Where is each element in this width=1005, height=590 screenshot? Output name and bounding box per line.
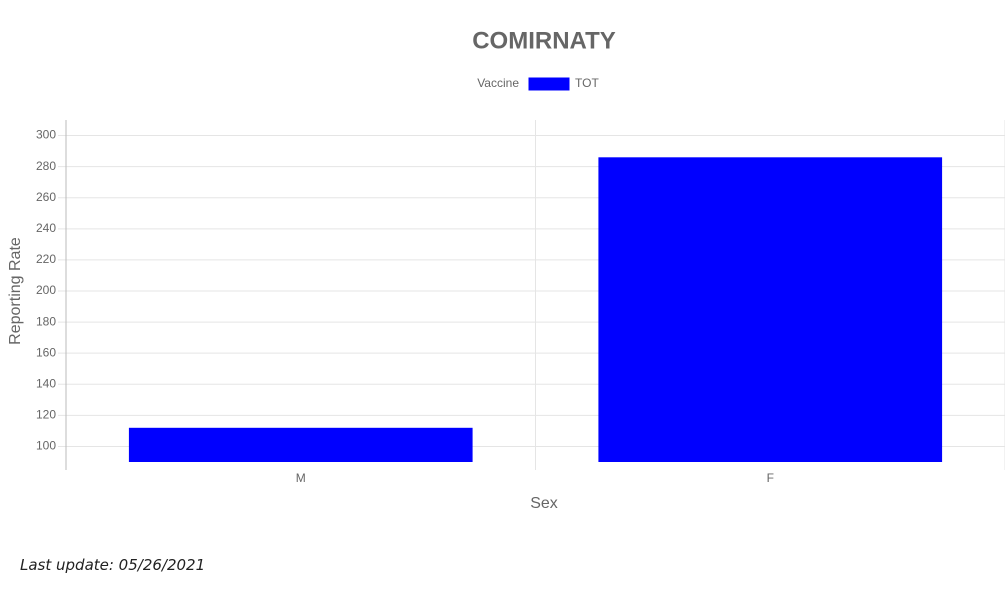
y-tick-label: 180: [36, 314, 56, 328]
chart: COMIRNATY Vaccine Sex Reporting Rate 100…: [7, 27, 1005, 512]
y-tick-label: 200: [36, 283, 56, 297]
legend-label: TOT: [575, 76, 599, 90]
x-tick-label: M: [296, 471, 306, 485]
y-axis-label: Reporting Rate: [7, 237, 24, 345]
y-tick-label: 280: [36, 159, 56, 173]
y-tick-label: 240: [36, 221, 56, 235]
y-tick-label: 220: [36, 252, 56, 266]
bar: [598, 157, 943, 463]
legend-swatch: [528, 77, 570, 91]
y-tick-label: 300: [36, 128, 56, 142]
bar: [128, 427, 473, 462]
y-tick-label: 160: [36, 345, 56, 359]
y-tick-label: 120: [36, 408, 56, 422]
chart-title: COMIRNATY: [472, 27, 616, 54]
last-update-note: Last update: 05/26/2021: [20, 556, 206, 574]
legend-title: Vaccine: [477, 76, 519, 90]
y-tick-label: 140: [36, 376, 56, 390]
y-tick-label: 100: [36, 439, 56, 453]
x-axis-label: Sex: [530, 495, 558, 512]
y-tick-label: 260: [36, 190, 56, 204]
page: {"chart_data": {"type": "bar", "title": …: [7, 27, 1005, 574]
x-tick-label: F: [767, 471, 774, 485]
